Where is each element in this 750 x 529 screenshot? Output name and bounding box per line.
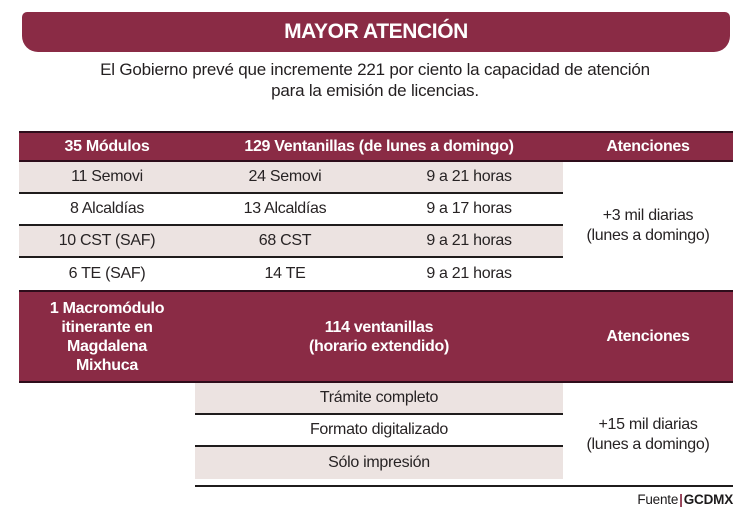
service-label: Formato digitalizado (309, 421, 449, 438)
subtitle: El Gobierno prevé que incremente 221 por… (0, 59, 750, 101)
source-credit: Fuente|GCDMX (433, 492, 733, 507)
note-line-1: +15 mil diarias (598, 416, 698, 433)
bottom-divider (195, 485, 733, 487)
cell-modulos: 6 TE (SAF) (68, 265, 146, 282)
atenciones-note-top: +3 mil diarias (lunes a domingo) (563, 162, 733, 290)
header-cell-ventanillas: 129 Ventanillas (de lunes a domingo) (244, 137, 514, 155)
table-row: 10 CST (SAF) 68 CST 9 a 21 horas (19, 226, 563, 258)
note-line-2: (lunes a domingo) (586, 436, 710, 453)
macromodulo-band: 1 Macromódulo itinerante en Magdalena Mi… (19, 290, 733, 383)
cell-horario: 9 a 21 horas (426, 265, 512, 282)
service-label: Sólo impresión (328, 454, 430, 471)
table-body: 11 Semovi 24 Semovi 9 a 21 horas 8 Alcal… (19, 162, 563, 290)
source-label: Fuente (637, 492, 679, 507)
table-row: 8 Alcaldías 13 Alcaldías 9 a 17 horas (19, 194, 563, 226)
cell-modulos: 11 Semovi (71, 168, 143, 185)
cell-ventanillas: 24 Semovi (248, 168, 322, 185)
page-title: MAYOR ATENCIÓN (284, 20, 468, 43)
table-row: 6 TE (SAF) 14 TE 9 a 21 horas (19, 258, 563, 290)
note-line-1: +3 mil diarias (602, 207, 694, 224)
band-cell-atenciones: Atenciones (606, 328, 690, 345)
atenciones-note-bottom: +15 mil diarias (lunes a domingo) (563, 385, 733, 485)
source-value: GCDMX (683, 492, 733, 507)
header-cell-modulos: 35 Módulos (64, 137, 150, 155)
service-row: Formato digitalizado (195, 415, 563, 447)
cell-ventanillas: 14 TE (264, 265, 306, 282)
table-header-row: 35 Módulos 129 Ventanillas (de lunes a d… (19, 131, 733, 162)
subtitle-line-1: El Gobierno prevé que incremente 221 por… (100, 60, 650, 79)
services-list: Trámite completo Formato digitalizado Só… (195, 383, 563, 479)
cell-horario: 9 a 21 horas (426, 232, 512, 249)
band-cell-ventanillas: 114 ventanillas (horario extendido) (308, 318, 450, 355)
service-row: Trámite completo (195, 383, 563, 415)
cell-ventanillas: 68 CST (258, 232, 312, 249)
note-line-2: (lunes a domingo) (586, 227, 710, 244)
cell-modulos: 8 Alcaldías (69, 200, 145, 217)
cell-ventanillas: 13 Alcaldías (243, 200, 327, 217)
subtitle-line-2: para la emisión de licencias. (271, 81, 479, 100)
header-banner: MAYOR ATENCIÓN (22, 12, 730, 52)
cell-horario: 9 a 17 horas (426, 200, 512, 217)
cell-modulos: 10 CST (SAF) (58, 232, 156, 249)
cell-horario: 9 a 21 horas (426, 168, 512, 185)
header-cell-atenciones: Atenciones (606, 137, 690, 155)
service-row: Sólo impresión (195, 447, 563, 479)
table-row: 11 Semovi 24 Semovi 9 a 21 horas (19, 162, 563, 194)
service-label: Trámite completo (319, 389, 439, 406)
source-separator: | (679, 492, 683, 507)
band-cell-macromodulo: 1 Macromódulo itinerante en Magdalena Mi… (49, 299, 165, 374)
